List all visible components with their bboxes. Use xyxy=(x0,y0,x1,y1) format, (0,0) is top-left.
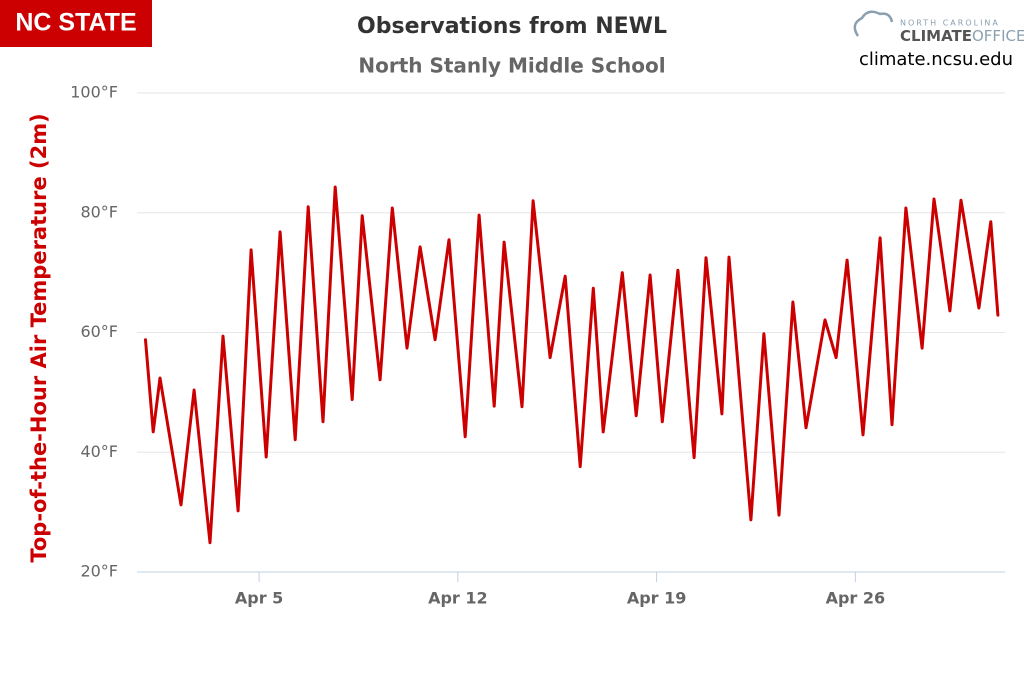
logo: NC STATE xyxy=(15,9,136,37)
x-tick-label: Apr 5 xyxy=(235,589,283,608)
chart-title: Observations from NEWL xyxy=(357,14,667,39)
office-sub: OFFICE xyxy=(972,27,1024,45)
chart-subtitle: North Stanly Middle School xyxy=(358,54,665,78)
x-tick-label: Apr 19 xyxy=(627,589,687,608)
temperature-line xyxy=(144,185,1000,545)
cloud-icon xyxy=(853,10,894,37)
x-tick-label: Apr 12 xyxy=(428,589,488,608)
y-tick-label: 20°F xyxy=(80,562,118,581)
office-main: CLIMATEOFFICE xyxy=(900,27,1024,45)
x-tick-label: Apr 26 xyxy=(826,589,886,608)
y-tick-label: 40°F xyxy=(80,442,118,461)
url: climate.ncsu.edu xyxy=(859,49,1013,70)
y-tick-label: 100°F xyxy=(70,83,118,102)
y-axis-label: Top-of-the-Hour Air Temperature (2m) xyxy=(27,113,51,562)
y-tick-label: 80°F xyxy=(80,202,118,221)
y-tick-label: 60°F xyxy=(80,322,118,341)
office-main-text: CLIMATE xyxy=(900,27,972,45)
office-top: NORTH CAROLINA xyxy=(900,19,1000,28)
logo-box xyxy=(0,0,152,47)
